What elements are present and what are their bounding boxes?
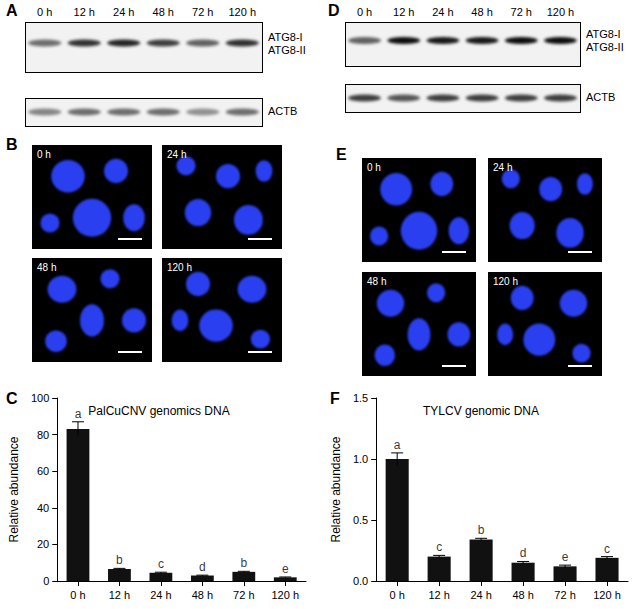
html-text:ATG8-I: ATG8-I [268,31,303,43]
svg-text:c: c [604,542,610,556]
svg-text:c: c [158,557,164,571]
svg-text:72 h: 72 h [554,589,575,601]
html-text:ATG8-I: ATG8-I [586,28,621,41]
svg-text:PalCuCNV genomics DNA: PalCuCNV genomics DNA [88,404,229,418]
html-text:120 h: 120 h [228,6,256,18]
svg-text:e: e [282,562,289,576]
svg-text:d: d [520,546,527,560]
html-text:24 h: 24 h [167,149,187,160]
svg-text:100: 100 [31,392,49,404]
svg-text:a: a [394,438,401,452]
svg-text:d: d [199,560,206,574]
svg-text:48 h: 48 h [192,589,213,601]
html-text:B: B [6,136,18,153]
svg-text:0 h: 0 h [390,589,405,601]
html-text:0 h: 0 h [356,6,373,18]
svg-text:80: 80 [37,429,49,441]
html-text:24 h: 24 h [113,6,135,18]
html-text:48 h: 48 h [471,6,493,18]
html-text:48 h: 48 h [367,276,387,287]
html-text:0 h: 0 h [367,162,381,173]
svg-text:1.0: 1.0 [353,453,368,465]
html-text:120 h: 120 h [546,6,575,18]
html-text:ACTB: ACTB [268,105,298,117]
html-text:120 h: 120 h [493,276,518,287]
svg-text:c: c [436,540,442,554]
html-text:0 h: 0 h [37,149,51,160]
svg-text:120 h: 120 h [272,589,300,601]
html-text:24 h: 24 h [432,6,454,18]
html-text:A: A [6,2,18,19]
svg-text:24 h: 24 h [150,589,171,601]
svg-text:Relative abundance: Relative abundance [329,436,343,542]
html-text:24 h: 24 h [493,162,513,173]
svg-text:Relative abundance: Relative abundance [7,436,21,542]
html-text:E: E [336,146,347,163]
svg-text:40: 40 [37,502,49,514]
svg-text:TYLCV genomic DNA: TYLCV genomic DNA [423,404,539,418]
html-text:120 h: 120 h [167,262,192,273]
svg-text:12 h: 12 h [428,589,449,601]
svg-text:0.0: 0.0 [353,575,368,587]
svg-text:0: 0 [43,575,49,587]
svg-text:12 h: 12 h [109,589,130,601]
svg-text:b: b [478,523,485,537]
html-text:C: C [6,390,18,407]
svg-text:20: 20 [37,538,49,550]
html-text:ATG8-II: ATG8-II [586,41,624,54]
svg-text:48 h: 48 h [512,589,533,601]
svg-text:0.5: 0.5 [353,514,368,526]
svg-text:24 h: 24 h [470,589,491,601]
html-text:48 h: 48 h [37,262,57,273]
svg-text:b: b [116,553,123,567]
svg-text:e: e [562,550,569,564]
html-text:12 h: 12 h [73,6,95,18]
html-text:ACTB: ACTB [586,91,616,103]
html-text:ATG8-II: ATG8-II [268,44,306,56]
html-text:48 h: 48 h [152,6,174,18]
svg-text:120 h: 120 h [593,589,621,601]
svg-text:a: a [75,407,82,421]
html-text:F: F [330,390,340,407]
html-text:72 h: 72 h [192,6,214,18]
svg-text:1.5: 1.5 [353,392,368,404]
svg-text:0 h: 0 h [70,589,85,601]
html-text:12 h: 12 h [393,6,415,18]
svg-text:72 h: 72 h [233,589,254,601]
html-text:D: D [328,2,340,19]
html-text:0 h: 0 h [37,6,53,18]
svg-text:60: 60 [37,465,49,477]
svg-text:b: b [240,556,247,570]
html-text:72 h: 72 h [510,6,532,18]
